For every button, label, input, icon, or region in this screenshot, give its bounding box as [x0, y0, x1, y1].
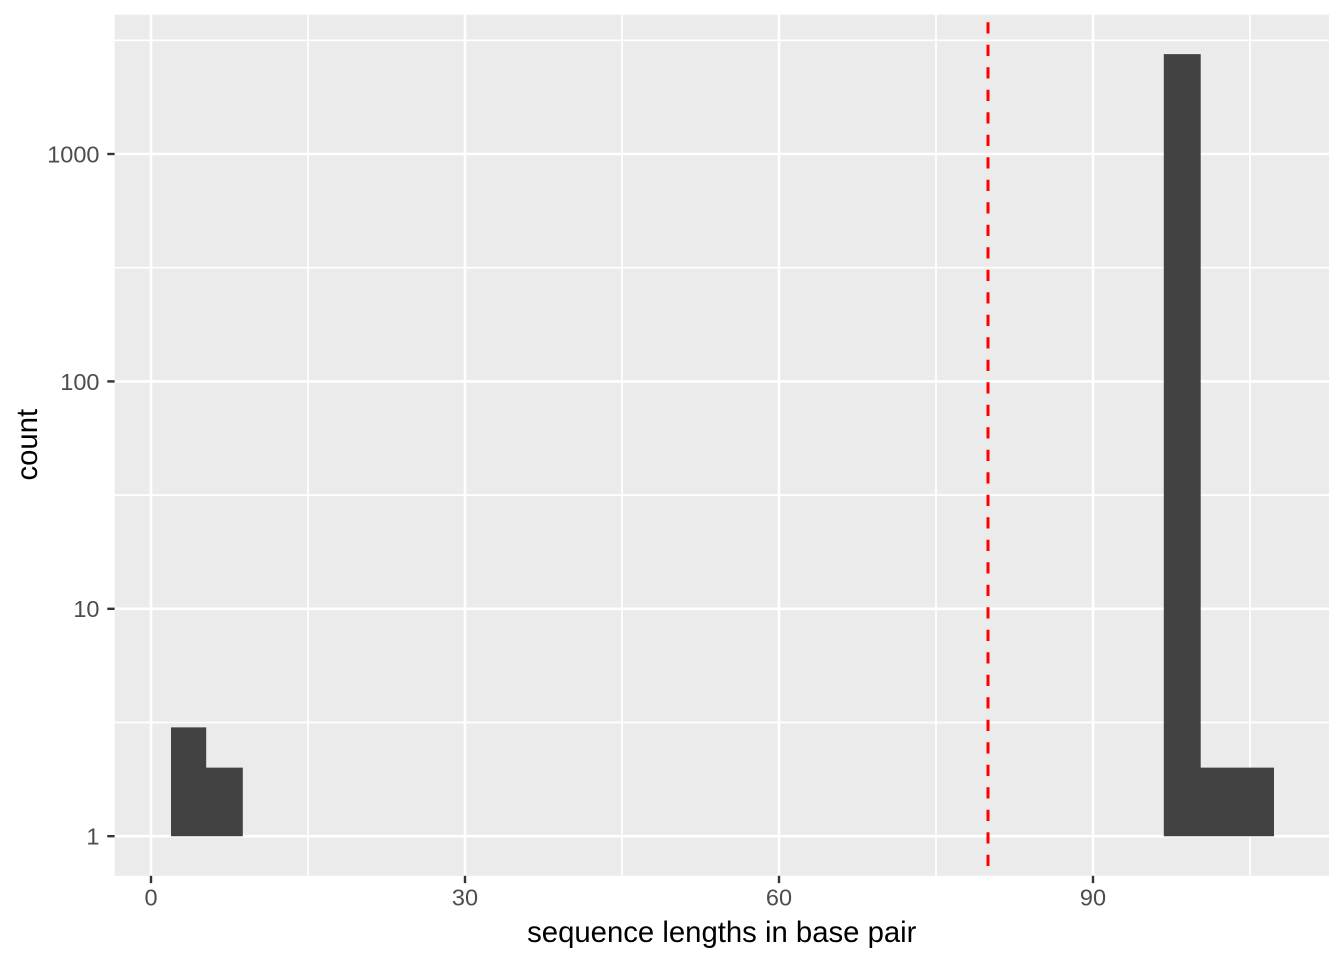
svg-text:10: 10 — [73, 596, 99, 622]
svg-text:1000: 1000 — [47, 141, 99, 167]
svg-text:0: 0 — [144, 885, 157, 911]
svg-text:1: 1 — [86, 824, 99, 850]
svg-text:count: count — [11, 409, 44, 481]
svg-text:100: 100 — [60, 369, 99, 395]
svg-text:sequence lengths in base pair: sequence lengths in base pair — [527, 916, 917, 949]
svg-text:30: 30 — [452, 885, 478, 911]
svg-text:60: 60 — [766, 885, 792, 911]
svg-text:90: 90 — [1080, 885, 1106, 911]
